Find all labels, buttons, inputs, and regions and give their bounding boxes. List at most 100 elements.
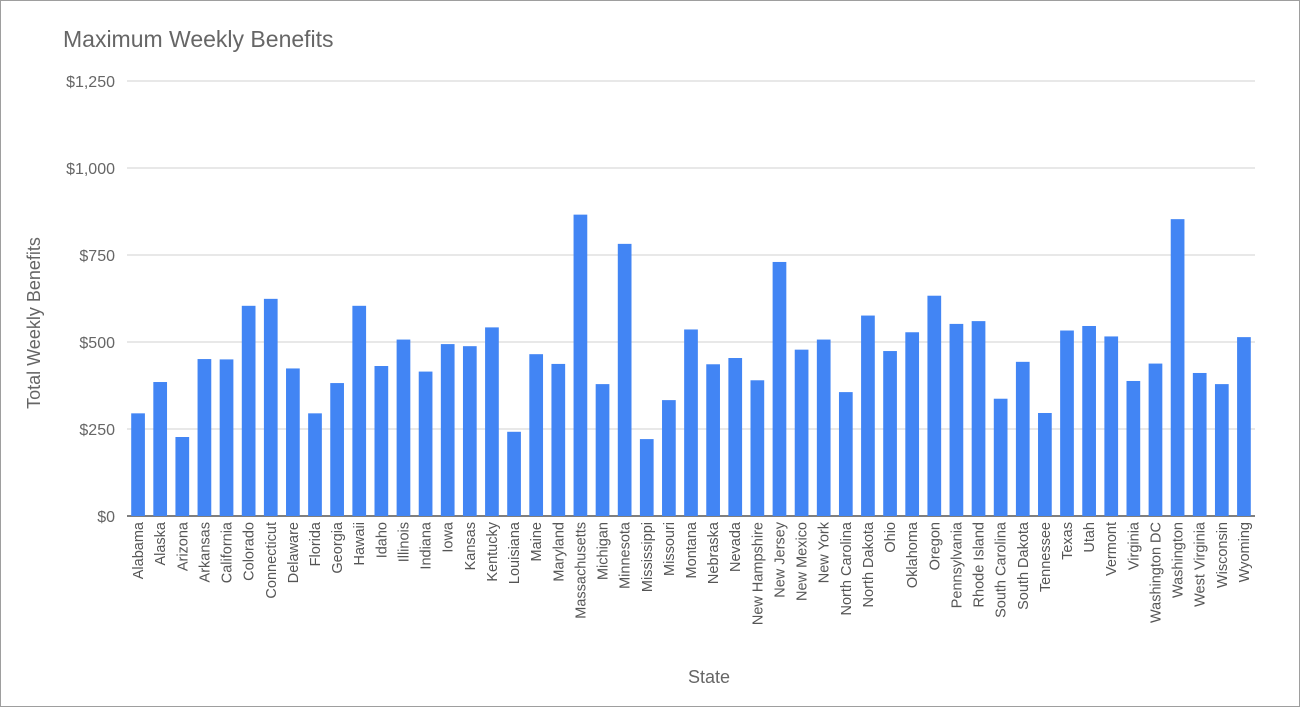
x-tick-label: Louisiana [507,521,523,584]
x-tick-label: Ohio [883,522,899,553]
x-tick-label: Indiana [419,521,435,570]
x-tick-label: Illinois [396,522,412,562]
bar [175,437,190,516]
x-tick-label: Minnesota [618,521,634,589]
bar [1237,337,1251,516]
x-tick-label: Oregon [927,522,943,570]
x-tick-label: Rhode Island [972,522,988,607]
x-tick-label: New Jersey [772,521,788,597]
x-tick-label: Maryland [551,522,567,582]
bar [728,358,743,516]
x-tick-label: Massachusetts [573,522,589,619]
x-tick-label: Nebraska [706,521,722,584]
y-tick-label: $750 [79,248,115,265]
bar [993,398,1008,516]
x-tick-labels: Alabama Alaska Arizona Arkansas California Co… [131,521,1253,625]
x-tick-label: Vermont [1104,522,1120,576]
bar [131,413,145,516]
bar [1192,372,1207,516]
bar [595,384,610,516]
bar [684,329,698,516]
x-tick-label: West Virginia [1193,521,1209,607]
x-tick-label: Nevada [728,521,744,572]
bar [639,439,654,516]
x-tick-label: Wyoming [1237,522,1253,582]
x-tick-label: Connecticut [264,522,280,599]
x-tick-label: Maine [529,522,545,562]
x-tick-label: Iowa [441,521,457,553]
bar [949,323,964,516]
x-tick-label: Oklahoma [905,521,921,588]
y-tick-label: $500 [79,335,115,352]
bar [838,392,853,516]
x-tick-label: Arkansas [197,522,213,582]
y-tick-label: $250 [79,422,115,439]
bar [1148,363,1163,516]
bar [352,305,367,516]
x-tick-label: Montana [684,521,700,578]
x-tick-label: North Carolina [839,521,855,615]
bar [617,243,632,516]
y-tick-label: $1,000 [66,161,115,178]
bar [971,321,986,516]
x-tick-label: New Mexico [795,522,811,601]
bar [662,400,676,516]
bar [241,305,256,516]
bar [286,368,300,516]
bar [507,431,521,516]
bar [374,366,389,516]
x-tick-label: Pennsylvania [949,521,965,608]
bar [551,363,566,516]
x-tick-label: Utah [1082,522,1098,553]
x-tick-label: Arizona [175,521,191,571]
x-tick-label: South Carolina [994,521,1010,618]
bar [197,359,212,516]
bar [219,359,234,516]
bar [1038,412,1052,516]
x-tick-label: Georgia [330,521,346,574]
bar [263,298,278,516]
y-tick-label: $0 [97,509,115,526]
x-tick-label: Washington DC [1148,522,1164,623]
bar [772,261,787,516]
bar [462,346,477,516]
x-tick-label: Idaho [374,522,390,558]
bar [750,380,765,516]
x-tick-label: Colorado [242,522,258,581]
x-tick-label: Hawaii [352,522,368,566]
x-tick-label: Wisconsin [1215,522,1231,588]
x-tick-label: Florida [308,521,324,566]
chart-title: Maximum Weekly Benefits [63,26,334,52]
y-axis-label: Total Weekly Benefits [24,237,44,409]
bar [706,364,720,516]
bar [396,339,411,516]
x-axis-label: State [688,667,730,687]
bar [529,354,544,516]
x-tick-label: California [220,521,236,583]
bar [330,383,344,516]
bar [794,349,809,516]
bars [131,214,1251,516]
x-tick-label: New York [817,521,833,583]
x-tick-label: North Dakota [861,521,877,607]
x-tick-label: Tennessee [1038,522,1054,592]
x-tick-label: Kentucky [485,521,501,581]
x-tick-label: Kansas [463,522,479,570]
bar [1214,384,1229,516]
bar [1060,330,1074,516]
bar [816,339,831,516]
x-tick-label: Alaska [153,521,169,565]
x-tick-label: Washington [1171,522,1187,598]
bar [927,295,942,516]
x-tick-label: Alabama [131,521,147,579]
bar [861,315,875,516]
x-tick-label: Delaware [286,522,302,583]
bar [418,371,433,516]
x-tick-label: Virginia [1126,521,1142,570]
x-tick-label: Michigan [596,522,612,580]
y-tick-labels: $0 $250 $500 $750 $1,000 $1,250 [66,74,115,526]
y-tick-label: $1,250 [66,74,115,91]
bar [1015,361,1030,516]
x-tick-label: Missouri [662,522,678,576]
